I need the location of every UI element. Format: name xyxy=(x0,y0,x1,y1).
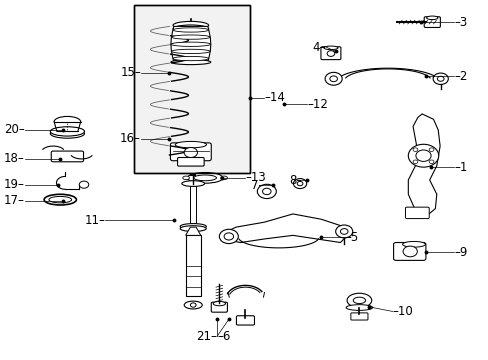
Text: –9: –9 xyxy=(453,246,467,258)
Circle shape xyxy=(428,148,433,152)
FancyBboxPatch shape xyxy=(350,313,367,320)
Ellipse shape xyxy=(323,46,337,50)
Polygon shape xyxy=(170,26,210,62)
Text: –12: –12 xyxy=(306,98,327,111)
Bar xyxy=(134,5,250,173)
Circle shape xyxy=(436,76,443,81)
Text: 16–: 16– xyxy=(120,132,141,145)
Circle shape xyxy=(335,225,352,238)
Ellipse shape xyxy=(346,305,372,310)
Circle shape xyxy=(329,76,337,82)
FancyBboxPatch shape xyxy=(405,207,428,219)
Circle shape xyxy=(402,246,416,257)
Ellipse shape xyxy=(49,197,72,203)
Ellipse shape xyxy=(187,172,223,183)
Ellipse shape xyxy=(79,181,89,188)
Ellipse shape xyxy=(50,127,84,136)
Text: 7–: 7– xyxy=(250,179,264,192)
Ellipse shape xyxy=(180,224,206,229)
Ellipse shape xyxy=(426,16,437,19)
Ellipse shape xyxy=(293,179,306,189)
Text: –5: –5 xyxy=(345,231,358,244)
Ellipse shape xyxy=(297,181,302,186)
Ellipse shape xyxy=(182,181,204,186)
Ellipse shape xyxy=(213,301,225,306)
Ellipse shape xyxy=(257,184,276,199)
Text: 15–: 15– xyxy=(120,66,141,79)
FancyBboxPatch shape xyxy=(236,316,254,325)
FancyBboxPatch shape xyxy=(320,47,340,60)
Bar xyxy=(190,184,196,226)
Polygon shape xyxy=(185,227,201,235)
FancyBboxPatch shape xyxy=(211,302,227,312)
Ellipse shape xyxy=(173,57,208,61)
Text: 19–: 19– xyxy=(4,178,24,191)
Circle shape xyxy=(340,229,347,234)
Ellipse shape xyxy=(44,194,76,205)
Text: 11–: 11– xyxy=(84,213,105,226)
Text: –6: –6 xyxy=(217,330,230,343)
Text: –2: –2 xyxy=(453,70,467,83)
Text: –10: –10 xyxy=(392,305,412,318)
Polygon shape xyxy=(407,114,439,216)
Ellipse shape xyxy=(183,176,189,180)
FancyBboxPatch shape xyxy=(51,151,83,162)
Circle shape xyxy=(184,148,197,157)
FancyBboxPatch shape xyxy=(393,243,425,260)
Text: 20–: 20– xyxy=(4,123,24,136)
Circle shape xyxy=(432,73,447,85)
Circle shape xyxy=(219,229,238,244)
Ellipse shape xyxy=(50,129,84,138)
FancyBboxPatch shape xyxy=(170,143,211,161)
Ellipse shape xyxy=(171,49,210,54)
Ellipse shape xyxy=(173,21,208,29)
Circle shape xyxy=(224,233,233,240)
Ellipse shape xyxy=(184,301,202,309)
Circle shape xyxy=(412,160,417,163)
Text: 4–: 4– xyxy=(312,41,325,54)
Circle shape xyxy=(428,160,433,163)
Circle shape xyxy=(415,150,430,161)
Text: 17–: 17– xyxy=(4,194,24,207)
Ellipse shape xyxy=(190,303,196,307)
Circle shape xyxy=(412,148,417,152)
FancyBboxPatch shape xyxy=(424,17,440,27)
Ellipse shape xyxy=(175,141,206,148)
Text: 21–: 21– xyxy=(196,330,217,343)
Circle shape xyxy=(326,51,334,57)
Ellipse shape xyxy=(352,297,365,303)
Ellipse shape xyxy=(402,242,425,247)
FancyBboxPatch shape xyxy=(177,157,203,166)
Ellipse shape xyxy=(346,293,371,307)
Text: –13: –13 xyxy=(245,171,265,184)
Ellipse shape xyxy=(220,176,227,180)
Ellipse shape xyxy=(173,25,208,33)
Circle shape xyxy=(407,144,438,167)
Text: 18–: 18– xyxy=(4,152,24,165)
Ellipse shape xyxy=(173,28,208,32)
Text: –1: –1 xyxy=(453,161,467,174)
Ellipse shape xyxy=(171,35,210,39)
Ellipse shape xyxy=(193,175,216,181)
Polygon shape xyxy=(224,214,347,243)
Ellipse shape xyxy=(180,226,206,231)
Ellipse shape xyxy=(170,60,210,64)
Ellipse shape xyxy=(170,42,210,46)
Text: –14: –14 xyxy=(264,91,285,104)
Circle shape xyxy=(325,72,342,85)
Text: 8–: 8– xyxy=(288,174,302,186)
Text: –3: –3 xyxy=(453,15,467,28)
Ellipse shape xyxy=(262,188,270,195)
Bar xyxy=(134,5,250,173)
Bar xyxy=(185,235,201,296)
